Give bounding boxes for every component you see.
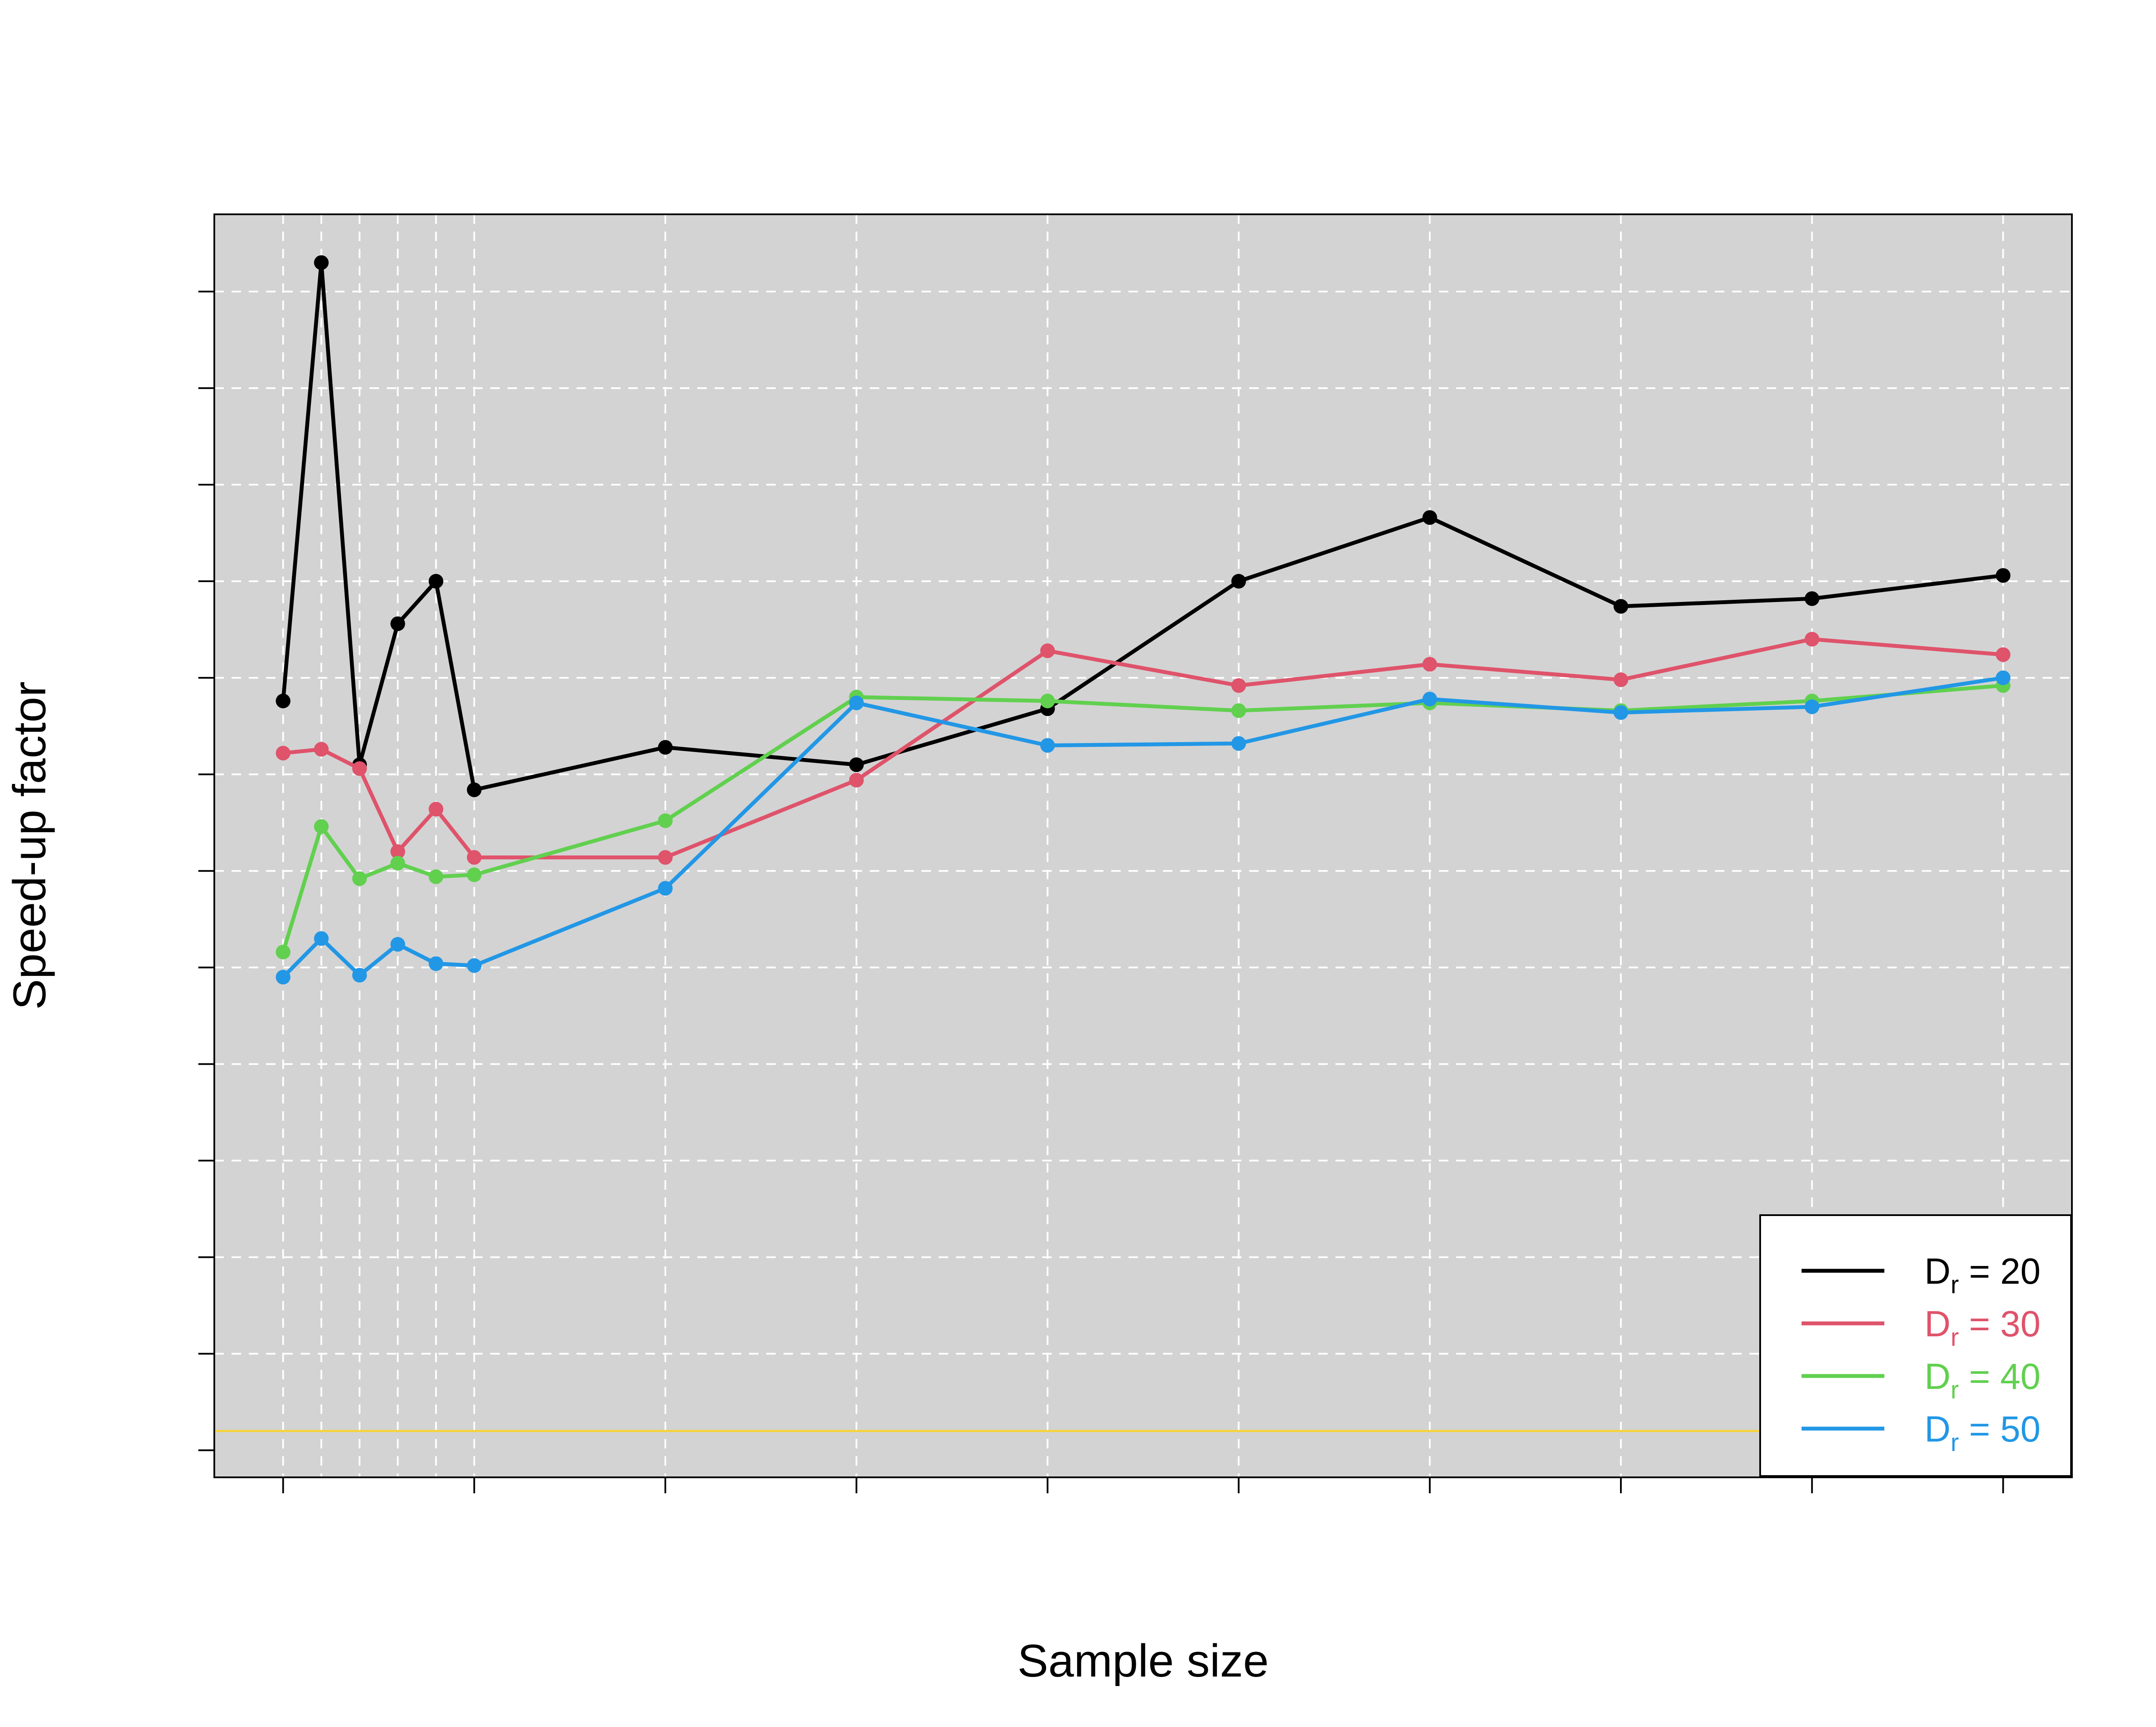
data-point	[1040, 738, 1055, 753]
data-point	[1614, 705, 1629, 720]
data-point	[352, 761, 367, 776]
data-point	[1805, 591, 1820, 606]
data-point	[314, 931, 329, 946]
data-point	[314, 819, 329, 834]
x-axis	[282, 1476, 2004, 1493]
data-point	[1422, 510, 1437, 525]
grid-layer	[214, 214, 2072, 1477]
data-point	[429, 869, 444, 884]
legend-item: Dr = 30	[1802, 1304, 2040, 1351]
series-group	[276, 670, 2011, 985]
legend-label-value: = 50	[1959, 1409, 2040, 1449]
data-point	[390, 856, 405, 871]
data-point	[1614, 672, 1629, 687]
data-point	[658, 850, 673, 865]
data-point	[849, 773, 864, 788]
legend-label: Dr = 40	[1924, 1356, 2040, 1404]
legend-label-name: D	[1924, 1304, 1951, 1344]
legend-label-name: D	[1924, 1409, 1951, 1449]
series-line	[282, 676, 2004, 979]
legend-label-name: D	[1924, 1251, 1951, 1291]
series-layer	[276, 255, 2011, 985]
data-point	[314, 255, 329, 270]
legend-item: Dr = 50	[1802, 1409, 2040, 1457]
data-point	[429, 574, 444, 589]
data-point	[429, 802, 444, 817]
data-point	[467, 867, 482, 882]
data-point	[1805, 699, 1820, 715]
series-line	[281, 260, 2003, 792]
data-point	[390, 937, 405, 952]
data-point	[467, 958, 482, 973]
data-point	[1996, 647, 2011, 662]
series-group	[276, 255, 2011, 797]
legend-label: Dr = 20	[1924, 1251, 2040, 1299]
data-point	[276, 944, 291, 959]
data-point	[429, 956, 444, 971]
data-point	[352, 871, 367, 886]
data-point	[467, 782, 482, 797]
data-point	[1231, 678, 1246, 693]
data-point	[1231, 736, 1246, 751]
data-point	[658, 813, 673, 828]
data-point	[1231, 703, 1246, 718]
data-point	[1422, 657, 1437, 672]
series-group	[276, 632, 2011, 865]
series-line	[283, 637, 2003, 859]
data-point	[849, 757, 864, 772]
data-point	[1996, 568, 2011, 583]
legend-box	[1759, 1214, 2072, 1477]
data-point	[390, 616, 405, 631]
data-point	[314, 742, 329, 757]
legend-label-value: = 30	[1959, 1304, 2040, 1344]
legend-label-subscript: r	[1951, 1429, 1959, 1457]
legend-label-subscript: r	[1951, 1271, 1959, 1299]
y-axis	[198, 291, 215, 1451]
legend-item: Dr = 40	[1802, 1356, 2040, 1404]
data-point	[467, 850, 482, 865]
legend-label: Dr = 30	[1924, 1304, 2040, 1351]
data-point	[276, 970, 291, 985]
data-point	[658, 740, 673, 755]
data-point	[352, 968, 367, 983]
legend-label-subscript: r	[1951, 1376, 1959, 1404]
data-point	[1040, 643, 1055, 658]
data-point	[390, 844, 405, 859]
legend-label-value: = 20	[1959, 1251, 2040, 1291]
data-point	[1614, 599, 1629, 614]
data-point	[1805, 632, 1820, 647]
legend-label-subscript: r	[1951, 1323, 1959, 1351]
data-point	[276, 746, 291, 761]
data-point	[276, 693, 291, 708]
data-point	[1040, 693, 1055, 708]
data-point	[849, 696, 864, 711]
data-point	[1231, 574, 1246, 589]
y-axis-label: Speed-up factor	[3, 681, 55, 1009]
legend-label: Dr = 50	[1924, 1409, 2040, 1457]
legend-label-value: = 40	[1959, 1356, 2040, 1397]
data-point	[1422, 692, 1437, 707]
legend-label-name: D	[1924, 1356, 1951, 1397]
data-point	[658, 881, 673, 896]
x-axis-label: Sample size	[1018, 1635, 1269, 1686]
data-point	[1996, 670, 2011, 685]
legend-item: Dr = 20	[1802, 1251, 2040, 1299]
